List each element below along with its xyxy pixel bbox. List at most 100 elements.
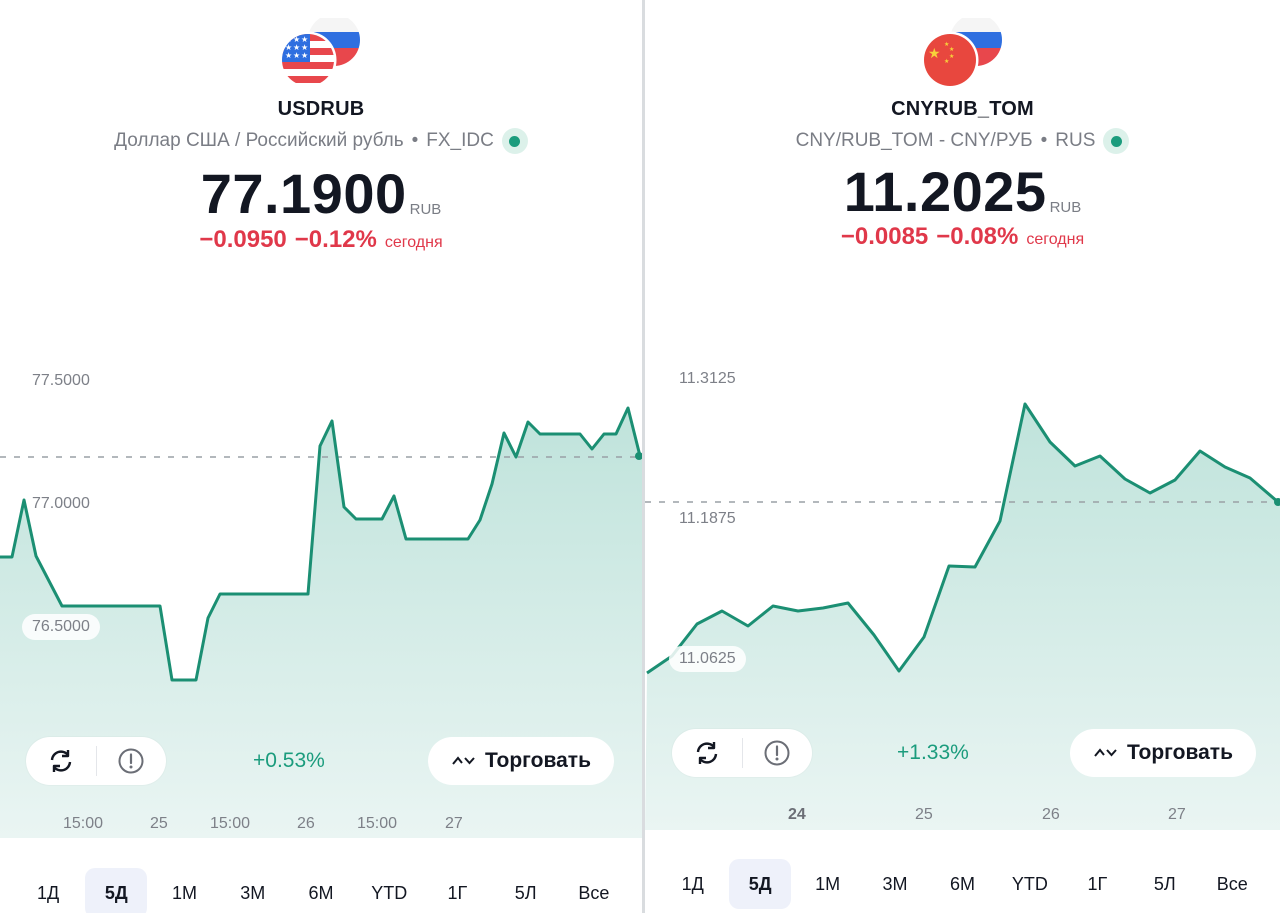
trade-label: Торговать xyxy=(485,749,591,772)
market-open-status-icon xyxy=(501,128,528,154)
range-1d[interactable]: 1Д xyxy=(37,882,60,903)
x-axis-label: 26 xyxy=(297,815,315,832)
svg-text:★: ★ xyxy=(293,35,300,44)
alert-circle-icon xyxy=(764,740,790,766)
y-axis-label: 11.1875 xyxy=(679,510,736,527)
range-3m[interactable]: 3M xyxy=(240,882,266,903)
svg-text:★: ★ xyxy=(949,53,954,60)
range-1d[interactable]: 1Д xyxy=(681,873,704,894)
change-absolute: −0.0950 xyxy=(199,226,287,253)
price-line xyxy=(646,402,1279,675)
range-1y[interactable]: 1Г xyxy=(447,882,468,903)
range-selector: 1Д 5Д 1M 3M 6M YTD 1Г 5Л Все xyxy=(0,868,642,913)
range-5d[interactable]: 5Д xyxy=(729,859,792,909)
svg-text:★: ★ xyxy=(944,41,949,48)
trade-button[interactable]: Торговать xyxy=(1070,729,1256,777)
svg-text:★: ★ xyxy=(928,46,941,62)
daily-change: −0.0085 −0.08% сегодня xyxy=(645,223,1280,251)
price-block: 11.2025 RUB xyxy=(645,160,1280,224)
info-button[interactable] xyxy=(743,729,813,777)
range-6m[interactable]: 6M xyxy=(949,873,975,894)
x-axis-label: 15:00 xyxy=(63,815,104,832)
price-block: 77.1900 RUB xyxy=(0,162,642,226)
info-button[interactable] xyxy=(97,737,167,785)
refresh-icon xyxy=(696,742,717,764)
tool-divider xyxy=(741,738,743,768)
cn-ru-flag-icon: ★ ★★★★ xyxy=(921,14,1002,89)
us-ru-flag-icon: ★★★ ★★★ ★★★ xyxy=(279,14,360,89)
svg-text:★: ★ xyxy=(301,51,308,60)
svg-text:★: ★ xyxy=(285,43,292,52)
x-axis-label: 24 xyxy=(788,806,806,823)
exchange: FX_IDC xyxy=(426,130,494,151)
instrument-description: Доллар США / Российский рубль • FX_IDC xyxy=(0,128,642,154)
y-axis-label: 76.5000 xyxy=(22,614,100,640)
description: Доллар США / Российский рубль xyxy=(114,130,404,151)
currency-flags: ★★★ ★★★ ★★★ xyxy=(278,14,362,90)
period-performance: +0.53% xyxy=(253,749,325,772)
x-axis-label: 27 xyxy=(1168,806,1186,823)
exchange: RUS xyxy=(1055,130,1096,151)
svg-text:★: ★ xyxy=(285,51,292,60)
instrument-description: CNY/RUB_TOM - CNY/РУБ • RUS xyxy=(645,128,1280,154)
range-all[interactable]: Все xyxy=(1216,873,1248,894)
change-period: сегодня xyxy=(384,234,443,251)
tool-divider xyxy=(95,746,97,776)
range-1y[interactable]: 1Г xyxy=(1087,873,1108,894)
period-performance: +1.33% xyxy=(897,741,969,764)
last-point xyxy=(635,452,642,460)
market-open-status-icon xyxy=(1103,128,1130,154)
y-axis-label: 77.5000 xyxy=(32,372,90,389)
svg-text:★: ★ xyxy=(293,43,300,52)
range-5y[interactable]: 5Л xyxy=(1153,873,1176,894)
refresh-button[interactable] xyxy=(26,737,96,785)
x-axis-label: 25 xyxy=(150,815,168,832)
trade-label: Торговать xyxy=(1127,741,1233,764)
range-5d[interactable]: 5Д xyxy=(85,868,148,913)
x-axis-label: 27 xyxy=(445,815,463,832)
range-ytd[interactable]: YTD xyxy=(1011,873,1048,894)
trade-button[interactable]: Торговать xyxy=(428,737,614,785)
range-selector: 1Д 5Д 1M 3M 6M YTD 1Г 5Л Все xyxy=(645,859,1280,909)
y-axis-label: 11.3125 xyxy=(679,370,736,387)
range-all[interactable]: Все xyxy=(578,882,610,903)
x-axis-label: 26 xyxy=(1042,806,1060,823)
separator: • xyxy=(1040,130,1048,151)
description: CNY/RUB_TOM - CNY/РУБ xyxy=(795,130,1033,151)
alert-circle-icon xyxy=(118,748,144,774)
x-axis-label: 15:00 xyxy=(357,815,398,832)
chart-tools xyxy=(672,729,812,777)
refresh-button[interactable] xyxy=(672,729,742,777)
us-flag-icon: ★★★ ★★★ ★★★ xyxy=(282,34,334,86)
area-fill xyxy=(645,404,1280,830)
range-1m[interactable]: 1M xyxy=(172,882,198,903)
range-6m[interactable]: 6M xyxy=(308,882,334,903)
svg-text:★: ★ xyxy=(301,35,308,44)
trade-icon xyxy=(1093,746,1119,760)
price-line xyxy=(0,406,642,682)
range-3m[interactable]: 3M xyxy=(882,873,908,894)
refresh-icon xyxy=(50,750,71,772)
y-axis-label: 11.0625 xyxy=(669,646,746,672)
y-axis-label: 77.0000 xyxy=(32,495,90,512)
cnyrub-panel: ★ ★ ★ ★ ★ CNYRUB_TOM CNY/RUB_TOM - CNY/РУБ … xyxy=(645,0,1280,913)
price-currency: RUB xyxy=(409,201,442,218)
last-price: 77.1900 xyxy=(200,162,407,225)
price-currency: RUB xyxy=(1049,199,1082,216)
svg-text:★: ★ xyxy=(293,51,300,60)
panel-divider xyxy=(642,0,645,913)
trade-icon xyxy=(451,754,477,768)
range-ytd[interactable]: YTD xyxy=(371,882,408,903)
separator: • xyxy=(411,130,419,151)
change-absolute: −0.0085 xyxy=(840,223,929,250)
daily-change: −0.0950 −0.12% сегодня xyxy=(0,226,642,254)
last-point xyxy=(1274,498,1280,506)
range-5y[interactable]: 5Л xyxy=(514,882,537,903)
range-1m[interactable]: 1M xyxy=(815,873,841,894)
currency-flags: ★ ★ ★ ★ ★ xyxy=(920,14,1004,90)
symbol-title: CNYRUB_TOM xyxy=(891,98,1034,120)
x-axis-label: 25 xyxy=(915,806,933,823)
svg-text:★: ★ xyxy=(301,43,308,52)
svg-text:★: ★ xyxy=(949,46,954,53)
x-axis-label: 15:00 xyxy=(210,815,251,832)
